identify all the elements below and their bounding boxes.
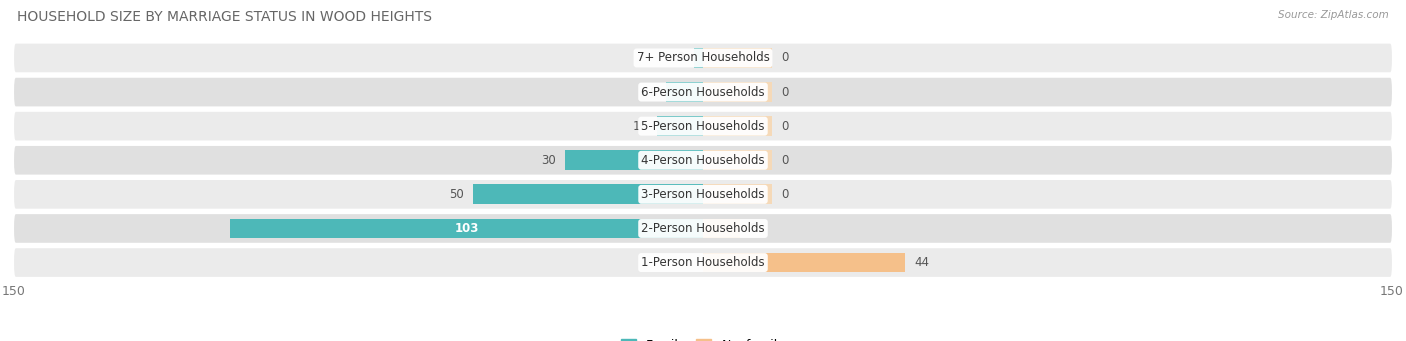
Text: 50: 50 xyxy=(450,188,464,201)
Text: 3-Person Households: 3-Person Households xyxy=(641,188,765,201)
Text: 2: 2 xyxy=(678,51,685,64)
Text: 10: 10 xyxy=(633,120,648,133)
Bar xyxy=(666,82,703,102)
Bar xyxy=(474,184,703,204)
Text: HOUSEHOLD SIZE BY MARRIAGE STATUS IN WOOD HEIGHTS: HOUSEHOLD SIZE BY MARRIAGE STATUS IN WOO… xyxy=(17,10,432,24)
Legend: Family, Nonfamily: Family, Nonfamily xyxy=(616,334,790,341)
Bar xyxy=(703,48,772,68)
Text: 103: 103 xyxy=(454,222,478,235)
Text: 30: 30 xyxy=(541,154,555,167)
FancyBboxPatch shape xyxy=(14,146,1392,175)
FancyBboxPatch shape xyxy=(14,214,1392,243)
Text: 2-Person Households: 2-Person Households xyxy=(641,222,765,235)
Bar xyxy=(703,82,772,102)
Text: 6-Person Households: 6-Person Households xyxy=(641,86,765,99)
Text: 5-Person Households: 5-Person Households xyxy=(641,120,765,133)
Text: 0: 0 xyxy=(782,51,789,64)
Text: 7+ Person Households: 7+ Person Households xyxy=(637,51,769,64)
Bar xyxy=(703,184,772,204)
Text: 8: 8 xyxy=(749,222,756,235)
FancyBboxPatch shape xyxy=(14,44,1392,72)
Bar xyxy=(703,150,772,170)
FancyBboxPatch shape xyxy=(14,78,1392,106)
Text: 0: 0 xyxy=(782,86,789,99)
Bar xyxy=(231,219,703,238)
Bar xyxy=(703,116,772,136)
Text: 44: 44 xyxy=(914,256,929,269)
FancyBboxPatch shape xyxy=(14,112,1392,140)
Bar xyxy=(703,219,740,238)
Text: 0: 0 xyxy=(782,154,789,167)
Text: 1-Person Households: 1-Person Households xyxy=(641,256,765,269)
Text: Source: ZipAtlas.com: Source: ZipAtlas.com xyxy=(1278,10,1389,20)
Bar xyxy=(703,253,905,272)
Text: 0: 0 xyxy=(782,188,789,201)
Text: 4-Person Households: 4-Person Households xyxy=(641,154,765,167)
FancyBboxPatch shape xyxy=(14,180,1392,209)
Bar xyxy=(693,48,703,68)
Bar xyxy=(565,150,703,170)
FancyBboxPatch shape xyxy=(14,248,1392,277)
Bar xyxy=(657,116,703,136)
Text: 0: 0 xyxy=(782,120,789,133)
Text: 8: 8 xyxy=(650,86,657,99)
